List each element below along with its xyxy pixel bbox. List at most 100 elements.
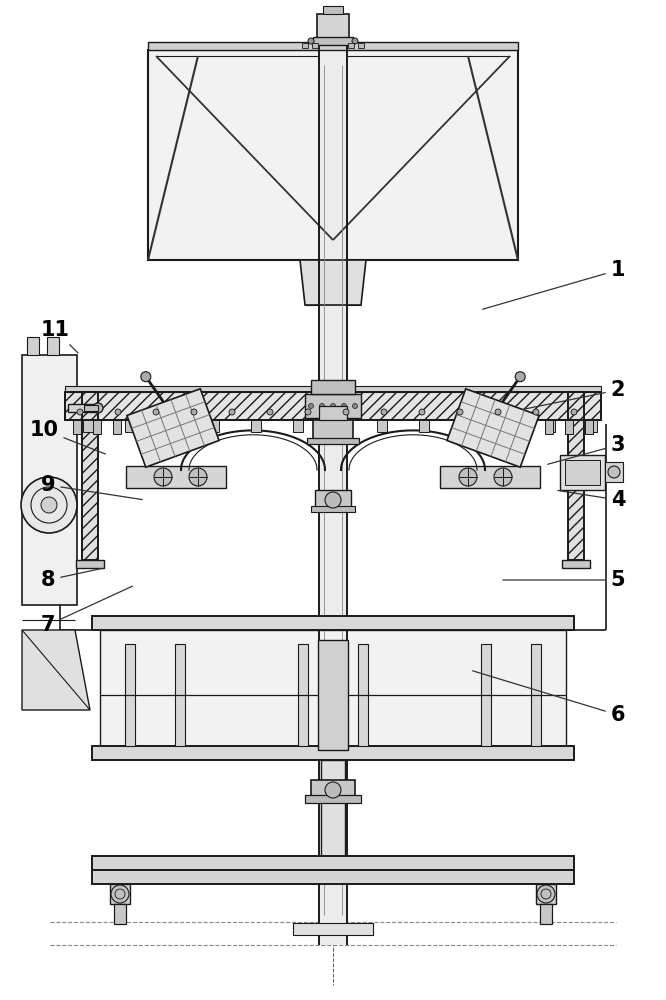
Bar	[114, 904, 126, 924]
Text: 11: 11	[41, 320, 78, 353]
Bar	[126, 466, 226, 488]
Circle shape	[495, 409, 501, 415]
Circle shape	[342, 403, 346, 408]
Bar	[587, 420, 597, 432]
Bar	[73, 420, 81, 434]
Bar	[92, 856, 574, 870]
Circle shape	[308, 403, 314, 408]
Circle shape	[325, 492, 341, 508]
Bar	[560, 455, 605, 490]
Bar	[92, 746, 574, 760]
Bar	[503, 420, 513, 432]
Circle shape	[381, 409, 387, 415]
Bar	[565, 460, 600, 485]
Circle shape	[352, 403, 358, 408]
Circle shape	[189, 468, 207, 486]
Bar	[307, 438, 359, 444]
Polygon shape	[22, 630, 90, 710]
Circle shape	[41, 497, 57, 513]
Bar	[419, 420, 429, 432]
Bar	[125, 420, 135, 432]
Text: 8: 8	[41, 569, 101, 590]
Bar	[167, 420, 177, 432]
Circle shape	[229, 409, 235, 415]
Circle shape	[419, 409, 425, 415]
Bar	[585, 420, 593, 434]
Bar	[315, 490, 351, 510]
Circle shape	[352, 38, 358, 44]
Circle shape	[608, 466, 620, 478]
Bar	[209, 420, 219, 432]
Bar	[323, 6, 343, 14]
Bar	[82, 392, 98, 560]
Circle shape	[459, 468, 477, 486]
Bar	[318, 640, 348, 750]
Text: 3: 3	[547, 435, 625, 464]
Circle shape	[154, 468, 172, 486]
Bar	[311, 380, 355, 394]
Circle shape	[320, 403, 324, 408]
Circle shape	[533, 409, 539, 415]
Polygon shape	[148, 50, 518, 260]
Polygon shape	[300, 260, 366, 305]
Bar	[321, 760, 345, 870]
Bar	[319, 406, 347, 420]
Circle shape	[325, 782, 341, 798]
Circle shape	[330, 403, 336, 408]
Bar	[82, 392, 98, 560]
Circle shape	[308, 38, 314, 44]
Bar	[319, 45, 347, 945]
Bar	[65, 392, 601, 420]
Bar	[358, 43, 364, 48]
Bar	[536, 884, 556, 904]
Text: 6: 6	[473, 671, 625, 725]
Text: 4: 4	[557, 490, 625, 510]
Bar	[305, 795, 361, 803]
Circle shape	[571, 409, 577, 415]
Circle shape	[457, 409, 463, 415]
Bar	[358, 644, 368, 746]
Bar	[312, 43, 318, 48]
Text: 2: 2	[523, 380, 625, 409]
Circle shape	[111, 885, 129, 903]
Bar	[311, 780, 355, 800]
Circle shape	[93, 403, 103, 413]
Bar	[335, 420, 345, 432]
Circle shape	[537, 885, 555, 903]
Bar	[313, 420, 353, 442]
Bar	[313, 37, 353, 45]
Bar	[93, 420, 101, 434]
Bar	[302, 43, 308, 48]
Circle shape	[267, 409, 273, 415]
Circle shape	[115, 409, 121, 415]
Circle shape	[305, 409, 311, 415]
Bar	[305, 394, 361, 418]
Circle shape	[77, 409, 83, 415]
Text: 1: 1	[483, 260, 625, 309]
Circle shape	[515, 372, 525, 382]
Bar	[568, 392, 584, 560]
Bar	[92, 870, 574, 884]
Bar	[76, 560, 104, 568]
Circle shape	[153, 409, 159, 415]
Bar	[540, 904, 552, 924]
Bar	[545, 420, 555, 432]
Bar	[440, 466, 540, 488]
Polygon shape	[127, 389, 219, 467]
Text: 10: 10	[29, 420, 105, 454]
Bar	[481, 644, 491, 746]
Bar	[317, 14, 349, 40]
Bar	[83, 420, 93, 432]
Bar	[565, 420, 573, 434]
Bar	[65, 386, 601, 392]
Bar	[68, 404, 98, 412]
Bar	[27, 337, 39, 355]
Text: 9: 9	[41, 475, 143, 500]
Text: 5: 5	[503, 570, 625, 590]
Bar	[377, 420, 387, 432]
Bar	[461, 420, 471, 432]
Bar	[175, 644, 185, 746]
Polygon shape	[447, 389, 539, 467]
Bar	[47, 337, 59, 355]
Bar	[293, 420, 303, 432]
